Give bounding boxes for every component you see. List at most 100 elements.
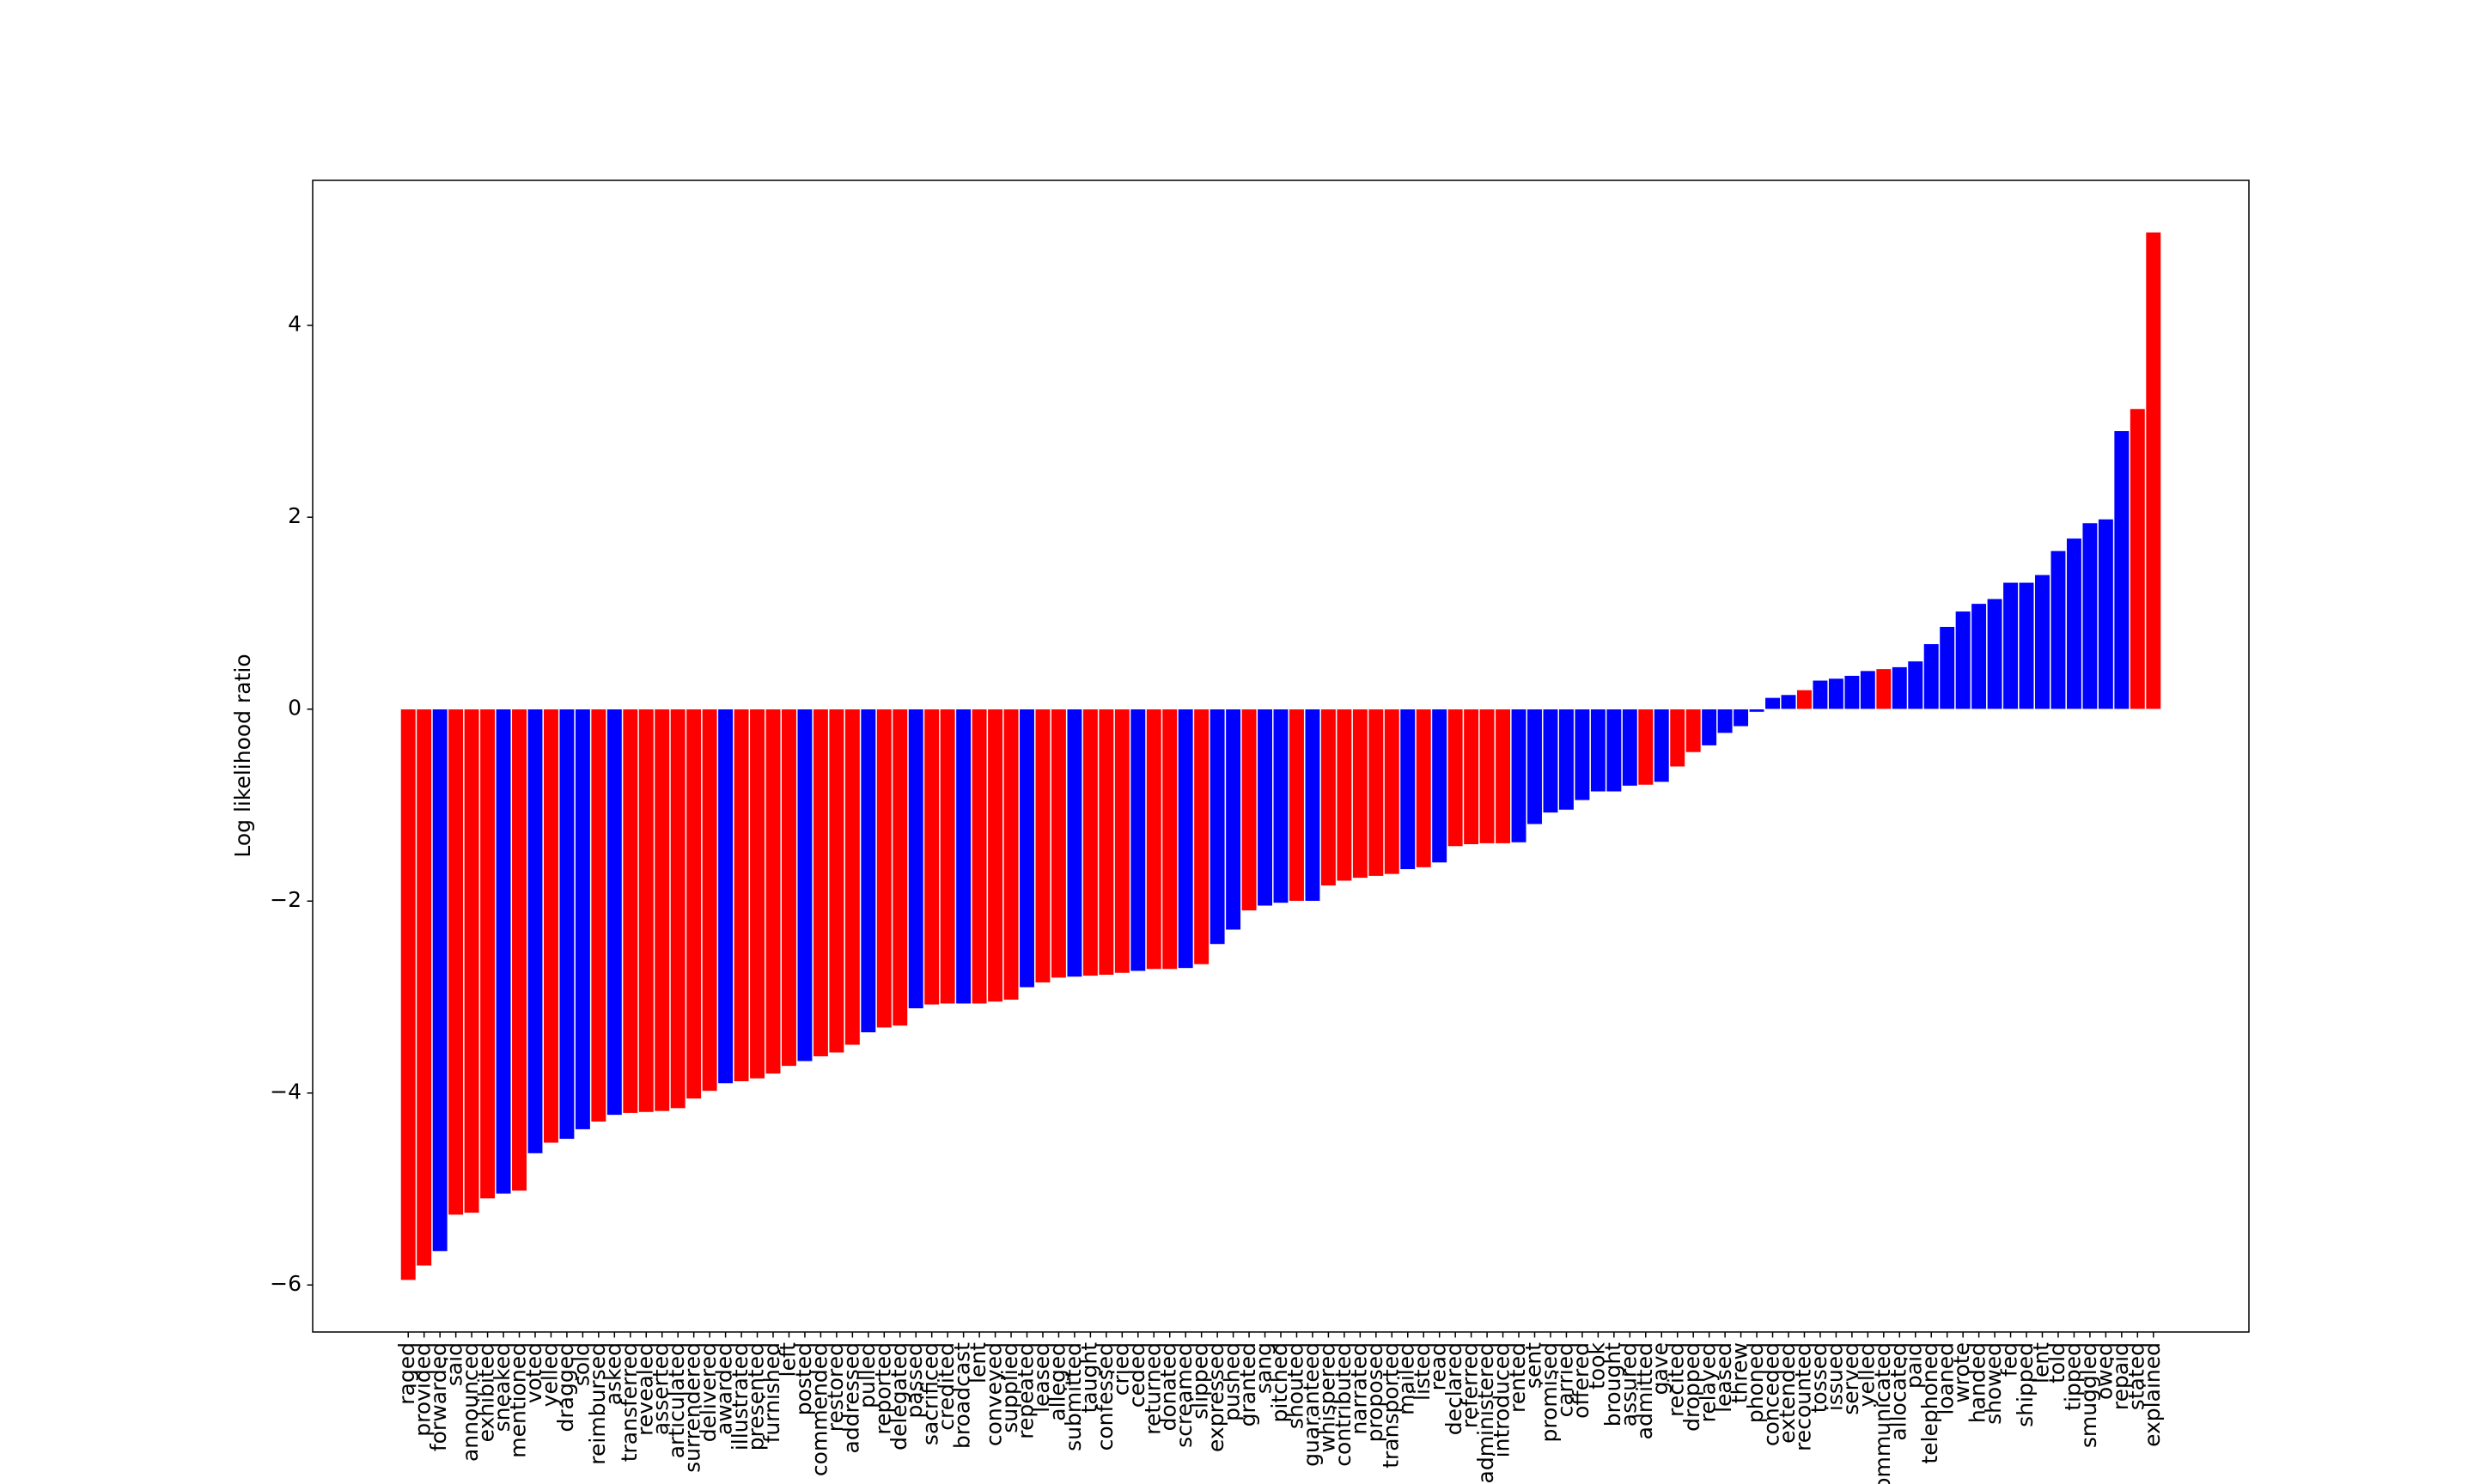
bar [1304, 709, 1321, 902]
x-tick-label: leased [1029, 1342, 1054, 1413]
x-tick-label: expressed [1203, 1342, 1228, 1452]
x-tick-label: voted [521, 1342, 546, 1403]
x-tick-label: yelled [537, 1342, 562, 1407]
bar [1590, 709, 1606, 793]
x-tick-label: said [442, 1342, 467, 1386]
bar [416, 709, 432, 1267]
x-tick-label: dragged [553, 1342, 578, 1432]
x-tick-label: loaned [1934, 1342, 1959, 1415]
x-tick-label: explained [2140, 1342, 2165, 1447]
bar [1320, 709, 1337, 886]
x-tick-label: returned [1140, 1342, 1165, 1435]
x-tick-label: posted [791, 1342, 816, 1415]
bar [464, 709, 480, 1213]
bar [2130, 408, 2146, 710]
x-tick-label: provided [411, 1342, 436, 1437]
bar [1399, 709, 1416, 870]
x-tick-label: ceded [1124, 1342, 1149, 1408]
bar [1034, 709, 1051, 983]
bar [448, 709, 464, 1215]
bar [1495, 709, 1511, 844]
bar [2066, 538, 2082, 710]
x-tick-label: shipped [2013, 1342, 2038, 1427]
x-tick-label: announced [458, 1342, 483, 1462]
bar [495, 709, 512, 1195]
x-tick-label: owed [2092, 1342, 2117, 1400]
bar [2145, 232, 2161, 710]
bar [1066, 709, 1082, 977]
x-tick-label: referred [1458, 1342, 1483, 1428]
bar [575, 709, 591, 1130]
y-tick-label: 4 [288, 312, 302, 337]
x-tick-label: recited [1664, 1342, 1689, 1417]
bar [1654, 709, 1670, 782]
y-tick-label: 0 [288, 696, 302, 721]
bar [1685, 709, 1702, 753]
x-tick-label: conveyed [982, 1342, 1007, 1446]
bar [670, 709, 686, 1109]
bar [1764, 697, 1781, 710]
x-tick-label: tipped [2060, 1342, 2085, 1411]
x-tick-label: restored [823, 1342, 848, 1432]
bar [1416, 709, 1432, 868]
y-axis-label: Log likelihood ratio [230, 654, 255, 857]
x-tick-label: exhibited [474, 1342, 499, 1442]
x-tick-label: sacrificed [918, 1342, 943, 1445]
x-tick-label: surrendered [680, 1342, 705, 1473]
x-tick-label: forwarded [426, 1342, 451, 1451]
bar [1907, 660, 1923, 710]
bar [1272, 709, 1289, 903]
bar [972, 709, 988, 1005]
x-tick-label: donated [1156, 1342, 1181, 1431]
bar [844, 709, 861, 1046]
bar [1178, 709, 1194, 969]
bar [400, 709, 417, 1280]
x-tick-label: narrated [1346, 1342, 1371, 1435]
x-tick-label: admitted [1632, 1342, 1657, 1439]
bar [2034, 574, 2050, 710]
x-tick-label: showed [1981, 1342, 2006, 1425]
bar [1225, 709, 1241, 931]
bar [1796, 690, 1813, 710]
bar [923, 709, 940, 1006]
bar [892, 709, 908, 1026]
bar [2081, 522, 2098, 710]
bar [860, 709, 876, 1033]
x-tick-label: transferred [617, 1342, 642, 1462]
x-tick-label: broadcast [950, 1342, 975, 1449]
bar [1860, 670, 1876, 710]
x-tick-label: contributed [1331, 1342, 1356, 1467]
x-tick-label: paid [1902, 1342, 1927, 1389]
bar [1542, 709, 1559, 813]
bar [1939, 626, 1955, 710]
x-tick-label: issued [1822, 1342, 1847, 1411]
x-tick-label: reported [870, 1342, 895, 1435]
x-tick-label: articulated [664, 1342, 689, 1458]
bar [1733, 709, 1749, 727]
bar [1289, 709, 1305, 902]
x-tick-label: phoned [1743, 1342, 1768, 1423]
x-tick-label: confessed [1093, 1342, 1118, 1451]
y-tick-label: −4 [270, 1080, 302, 1104]
bar [1352, 709, 1368, 879]
x-tick-label: sold [569, 1342, 594, 1386]
bar [1701, 709, 1717, 746]
bar [940, 709, 956, 1005]
bar [2113, 430, 2130, 710]
bar [2098, 519, 2114, 710]
bar [606, 709, 623, 1116]
y-tick-label: −2 [270, 887, 302, 912]
x-tick-label: listed [1410, 1342, 1435, 1401]
bar [1526, 709, 1543, 825]
bar [1955, 611, 1971, 710]
bar [702, 709, 718, 1092]
x-tick-label: credited [934, 1342, 959, 1431]
x-tick-label: assured [1616, 1342, 1641, 1426]
bar [1717, 709, 1734, 733]
x-tick-label: carried [1552, 1342, 1577, 1417]
bar [1828, 678, 1844, 710]
bar [2050, 550, 2067, 710]
x-tick-label: proposed [1362, 1342, 1387, 1442]
bar [1082, 709, 1099, 976]
